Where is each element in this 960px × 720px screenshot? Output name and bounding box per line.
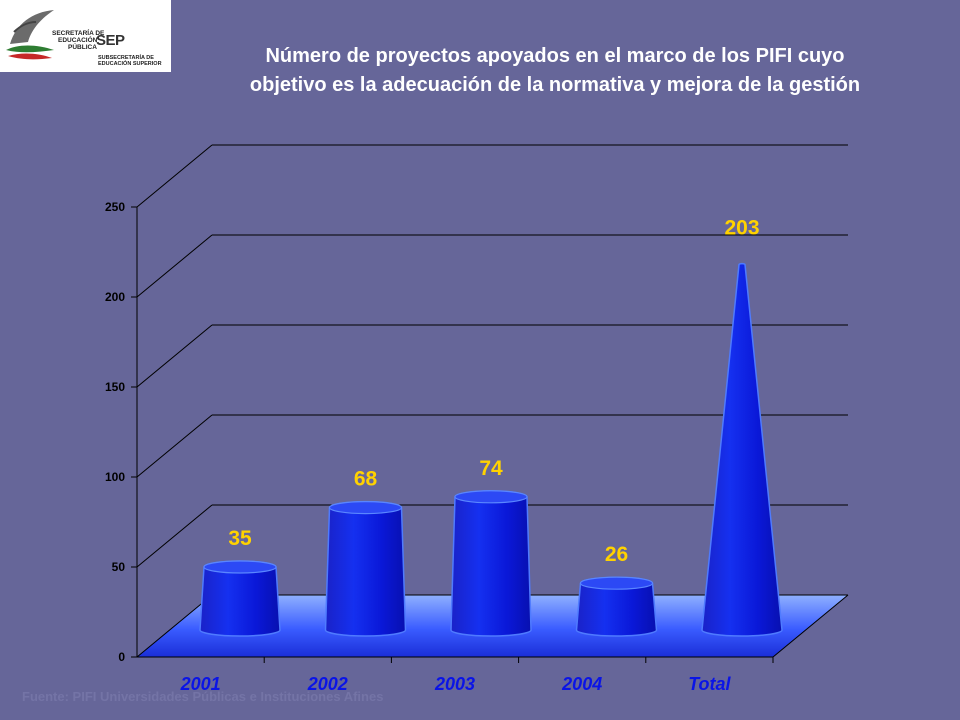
eagle-emblem-icon bbox=[6, 10, 54, 60]
data-label: 26 bbox=[605, 543, 628, 566]
data-label: 68 bbox=[354, 468, 378, 491]
gridline-diagonal bbox=[136, 414, 213, 478]
x-category-label: 2004 bbox=[561, 674, 602, 694]
logo-acronym: SEP bbox=[96, 32, 125, 49]
y-tick-label: 50 bbox=[112, 560, 126, 574]
x-category-label: 2003 bbox=[434, 674, 475, 694]
logo-line-1: SECRETARÍA DE bbox=[52, 30, 105, 37]
gridline-diagonal bbox=[136, 144, 213, 208]
x-axis-depth bbox=[772, 594, 849, 658]
gridline-diagonal bbox=[136, 324, 213, 388]
sep-logo: SECRETARÍA DE EDUCACIÓN PÚBLICA SEP SUBS… bbox=[0, 0, 171, 72]
bar bbox=[450, 490, 532, 637]
source-note: Fuente: PIFI Universidades Públicas e In… bbox=[22, 689, 384, 704]
x-category-label: 2001 bbox=[180, 674, 221, 694]
logo-sub-2: EDUCACIÓN SUPERIOR bbox=[98, 61, 162, 67]
y-tick-label: 150 bbox=[105, 380, 125, 394]
data-label: 203 bbox=[724, 217, 759, 240]
logo-sub-1: SUBSECRETARÍA DE bbox=[98, 55, 154, 61]
y-tick-label: 250 bbox=[105, 200, 125, 214]
y-tick-label: 100 bbox=[105, 470, 125, 484]
logo-line-3: PÚBLICA bbox=[68, 44, 97, 51]
bar-top bbox=[328, 501, 403, 515]
logo-line-2: EDUCACIÓN bbox=[58, 37, 98, 44]
y-tick-label: 200 bbox=[105, 290, 125, 304]
data-label: 35 bbox=[228, 527, 252, 550]
bar-top bbox=[454, 490, 528, 504]
gridline-diagonal bbox=[136, 504, 213, 568]
bar-top bbox=[203, 560, 277, 574]
bar bbox=[324, 500, 407, 637]
x-category-label: Total bbox=[688, 674, 731, 694]
gridline-diagonal bbox=[136, 234, 213, 298]
gridline-diagonal bbox=[136, 594, 213, 658]
data-label: 74 bbox=[479, 457, 503, 480]
x-category-label: 2002 bbox=[307, 674, 348, 694]
bar-top bbox=[579, 576, 654, 590]
chart-title: Número de proyectos apoyados en el marco… bbox=[249, 45, 861, 96]
y-tick-label: 0 bbox=[118, 650, 125, 664]
bar bbox=[701, 262, 783, 637]
